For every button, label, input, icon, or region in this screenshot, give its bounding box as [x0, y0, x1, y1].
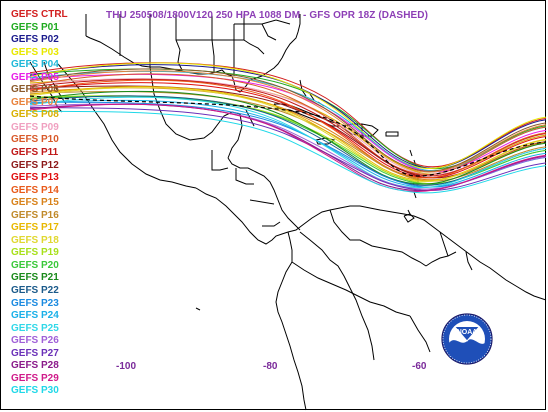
- ensemble-contour: [29, 64, 547, 169]
- noaa-logo: NOAA: [441, 313, 493, 365]
- legend-item: GEFS P29: [11, 372, 59, 384]
- longitude-label-60: -60: [412, 361, 427, 372]
- legend-item: GEFS P07: [11, 96, 59, 108]
- ensemble-legend: GEFS CTRL GEFS P01 GEFS P02 GEFS P03 GEFS P0…: [11, 9, 68, 398]
- longitude-label-100: -100: [116, 361, 137, 372]
- legend-item: GEFS P19: [11, 247, 59, 259]
- legend-item: GEFS P20: [11, 259, 59, 271]
- ensemble-contour: [29, 110, 547, 194]
- ensemble-contour: [29, 73, 547, 176]
- ensemble-contour: [29, 96, 547, 189]
- legend-item: GEFS P06: [11, 84, 59, 96]
- ensemble-contour: [29, 82, 547, 179]
- legend-item: GEFS P16: [11, 209, 59, 221]
- map-title: THU 250508/1800V120 250 HPA 1088 DM - GF…: [106, 10, 429, 21]
- ensemble-contour: [29, 90, 547, 185]
- ensemble-contour: [29, 62, 547, 168]
- ensemble-contour: [29, 99, 547, 188]
- longitude-label-80: -80: [263, 361, 278, 372]
- legend-item: GEFS P22: [11, 285, 59, 297]
- legend-item: GEFS P04: [11, 59, 59, 71]
- legend-item: GEFS P30: [11, 385, 59, 397]
- ensemble-contour: [29, 79, 547, 179]
- legend-item: GEFS P24: [11, 310, 59, 322]
- legend-item: GEFS P27: [11, 347, 59, 359]
- legend-item: GEFS P15: [11, 197, 59, 209]
- noaa-logo-text: NOAA: [457, 329, 478, 336]
- legend-item: GEFS P10: [11, 134, 59, 146]
- legend-item: GEFS P21: [11, 272, 59, 284]
- ensemble-contour: [29, 103, 547, 192]
- legend-item: GEFS P11: [11, 147, 59, 159]
- legend-item: GEFS P14: [11, 184, 59, 196]
- legend-item: GEFS P12: [11, 159, 59, 171]
- legend-item: GEFS P26: [11, 335, 59, 347]
- legend-item: GEFS P08: [11, 109, 59, 121]
- legend-item: GEFS P01: [11, 21, 59, 33]
- ensemble-contour: [29, 85, 547, 179]
- ensemble-contour: [29, 87, 547, 183]
- legend-item: GEFS P28: [11, 360, 59, 372]
- legend-item: GEFS P03: [11, 46, 59, 58]
- legend-item: GEFS P25: [11, 322, 59, 334]
- ensemble-contour: [29, 95, 547, 185]
- ensemble-contour: [29, 106, 547, 191]
- legend-item: GEFS P23: [11, 297, 59, 309]
- gfs-opr-dashed-contour: [29, 95, 547, 177]
- legend-item: GEFS P13: [11, 172, 59, 184]
- legend-item: GEFS P17: [11, 222, 59, 234]
- legend-item: GEFS CTRL: [11, 9, 68, 20]
- legend-item: GEFS P02: [11, 34, 59, 46]
- legend-item: GEFS P09: [11, 121, 59, 133]
- ensemble-contour: [29, 101, 547, 188]
- ensemble-height-contours: [29, 62, 547, 194]
- legend-item: GEFS P05: [11, 71, 59, 83]
- ensemble-contour: [29, 103, 547, 191]
- ensemble-contour: [29, 68, 547, 172]
- legend-item: GEFS P18: [11, 234, 59, 246]
- ensemble-contour: [29, 62, 547, 169]
- ensemble-contour: [29, 70, 547, 173]
